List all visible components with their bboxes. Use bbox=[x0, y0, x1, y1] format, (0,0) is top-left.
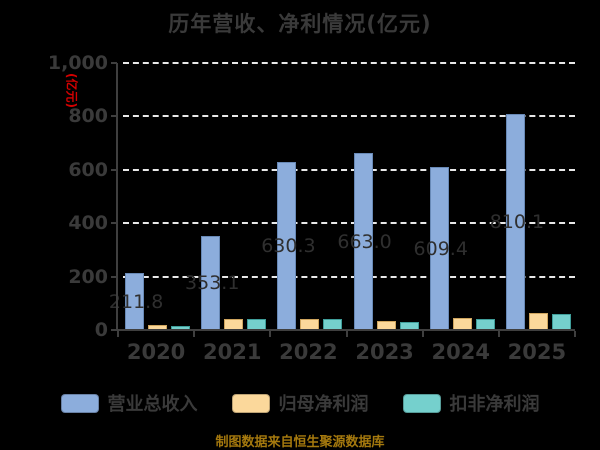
bar-series1-2021[interactable] bbox=[224, 319, 244, 330]
y-tick-mark bbox=[111, 168, 117, 171]
x-tick-mark bbox=[269, 331, 272, 337]
y-tick-label-0: 0 bbox=[94, 319, 108, 341]
x-tick-mark bbox=[497, 331, 500, 337]
legend-label: 归母净利润 bbox=[278, 394, 369, 415]
x-tick-label-2020: 2020 bbox=[126, 340, 186, 364]
bar-series1-2025[interactable] bbox=[528, 313, 548, 330]
y-tick-mark bbox=[111, 62, 117, 64]
legend-item-series0[interactable]: 营业总收入 bbox=[60, 390, 198, 416]
y-tick-mark bbox=[111, 329, 117, 331]
bar-series2-2021[interactable] bbox=[247, 319, 267, 330]
legend-item-series2[interactable]: 扣非净利润 bbox=[402, 390, 540, 416]
bar-series0-2020[interactable] bbox=[125, 273, 145, 330]
legend-label: 扣非净利润 bbox=[449, 394, 540, 415]
y-tick-label-400: 400 bbox=[68, 212, 108, 235]
x-axis-line bbox=[111, 329, 575, 331]
y-tick-label-1000: 1,000 bbox=[47, 52, 108, 74]
x-tick-mark bbox=[574, 331, 576, 337]
legend: 营业总收入 归母净利润 扣非净利润 bbox=[0, 390, 600, 416]
y-axis-tick-labels: 1,000 800 600 400 200 0 bbox=[0, 52, 108, 341]
legend-swatch-icon bbox=[231, 393, 270, 413]
x-tick-label-2024: 2024 bbox=[431, 340, 490, 364]
bar-series0-2025[interactable] bbox=[505, 114, 525, 330]
bar-series0-2024[interactable] bbox=[429, 167, 449, 330]
legend-swatch-icon bbox=[60, 393, 99, 413]
bar-group-2022 bbox=[270, 63, 346, 330]
bar-group-2021 bbox=[194, 63, 270, 330]
y-axis-line bbox=[116, 63, 118, 331]
y-tick-mark bbox=[111, 115, 117, 118]
x-tick-mark bbox=[421, 331, 424, 337]
gridline-200 bbox=[123, 275, 575, 278]
legend-label: 营业总收入 bbox=[107, 394, 198, 415]
bar-series1-2020[interactable] bbox=[148, 325, 168, 330]
gridline-600 bbox=[123, 168, 575, 171]
y-tick-label-800: 800 bbox=[68, 105, 108, 128]
bar-series2-2022[interactable] bbox=[323, 319, 343, 330]
x-tick-mark bbox=[193, 331, 196, 337]
gridline-800 bbox=[123, 115, 575, 118]
bar-series1-2023[interactable] bbox=[376, 321, 396, 330]
bar-series2-2025[interactable] bbox=[551, 314, 571, 330]
y-tick-label-200: 200 bbox=[68, 265, 108, 288]
bar-series0-2023[interactable] bbox=[353, 153, 373, 330]
bar-group-2025 bbox=[499, 63, 575, 330]
legend-swatch-icon bbox=[402, 393, 441, 413]
gridline-1000 bbox=[123, 62, 575, 64]
bar-series1-2024[interactable] bbox=[452, 318, 472, 330]
legend-item-series1[interactable]: 归母净利润 bbox=[231, 390, 369, 416]
data-source-note: 制图数据来自恒生聚源数据库 bbox=[215, 435, 385, 450]
x-tick-label-2025: 2025 bbox=[507, 340, 567, 364]
x-tick-label-2022: 2022 bbox=[279, 340, 338, 364]
y-tick-mark bbox=[111, 275, 117, 278]
x-tick-mark bbox=[345, 331, 348, 337]
x-tick-mark bbox=[117, 331, 119, 337]
x-tick-label-2021: 2021 bbox=[203, 340, 262, 364]
bar-series0-2022[interactable] bbox=[277, 162, 297, 330]
y-tick-label-600: 600 bbox=[68, 158, 108, 181]
chart-title: 历年营收、净利情况(亿元) bbox=[168, 12, 432, 36]
bar-series2-2023[interactable] bbox=[399, 322, 419, 330]
gridline-400 bbox=[123, 222, 575, 225]
bar-group-2024 bbox=[423, 63, 499, 330]
bar-series1-2022[interactable] bbox=[300, 319, 320, 330]
bar-group-2023 bbox=[347, 63, 423, 330]
y-tick-mark bbox=[111, 222, 117, 225]
x-tick-label-2023: 2023 bbox=[355, 340, 414, 364]
bar-series2-2024[interactable] bbox=[475, 319, 495, 330]
bar-series2-2020[interactable] bbox=[171, 326, 191, 330]
plot-area: 211.8 353.1 630.3 663.0 609.4 810.1 bbox=[109, 62, 575, 330]
bar-group-2020 bbox=[118, 63, 194, 330]
bar-series0-2021[interactable] bbox=[201, 236, 221, 330]
